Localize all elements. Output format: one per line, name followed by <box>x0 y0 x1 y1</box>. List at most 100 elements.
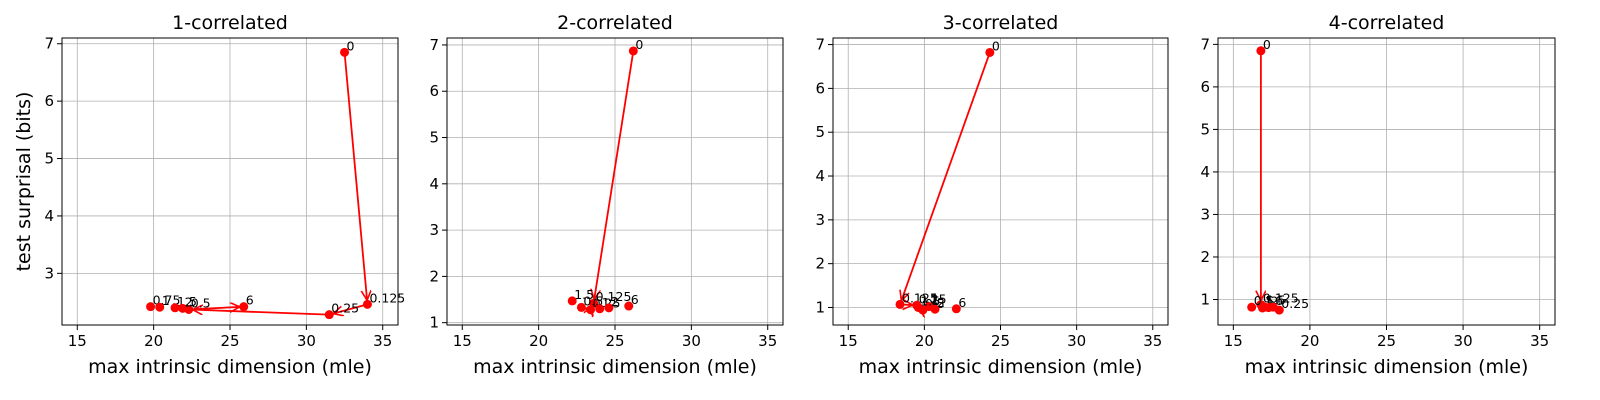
y-tick-label: 1 <box>815 298 825 316</box>
panel-4-title: 4-correlated <box>1329 12 1445 34</box>
data-point <box>604 303 614 313</box>
y-tick-label: 5 <box>1200 120 1210 138</box>
x-tick-label: 20 <box>529 332 548 350</box>
y-tick-label: 1 <box>1200 290 1210 308</box>
point-label: 2 <box>937 295 945 310</box>
panel-1-ylabel: test surprisal (bits) <box>13 92 35 272</box>
x-tick-label: 15 <box>453 332 472 350</box>
x-tick-label: 20 <box>1300 332 1319 350</box>
data-point <box>1256 46 1266 56</box>
data-point <box>628 46 638 56</box>
point-label: 1 <box>1264 294 1272 309</box>
data-point <box>340 47 350 57</box>
x-tick-label: 15 <box>1224 332 1243 350</box>
panel-4-grid <box>1218 38 1555 325</box>
data-point <box>170 303 180 313</box>
data-point <box>155 302 165 312</box>
y-tick-label: 5 <box>815 123 825 141</box>
x-tick-label: 20 <box>915 332 934 350</box>
data-point <box>576 302 586 312</box>
arrow <box>192 307 240 309</box>
data-point <box>362 299 372 309</box>
y-tick-label: 3 <box>44 264 54 282</box>
y-tick-label: 6 <box>429 82 439 100</box>
x-tick-label: 30 <box>297 332 316 350</box>
y-tick-label: 4 <box>815 167 825 185</box>
panel-2-title: 2-correlated <box>557 12 673 34</box>
plot-frame <box>1217 37 1556 326</box>
x-tick-label: 30 <box>1454 332 1473 350</box>
x-tick-label: 15 <box>839 332 858 350</box>
point-label: 1.5 <box>920 293 940 308</box>
data-point <box>239 302 249 312</box>
y-tick-label: 1 <box>429 314 439 332</box>
point-label: 0.125 <box>596 289 632 304</box>
point-label: 1.5 <box>574 287 594 302</box>
y-tick-label: 3 <box>1200 205 1210 223</box>
point-label: 2 <box>1271 294 1279 309</box>
point-label: 0 <box>992 38 1000 53</box>
point-label: 1 <box>162 293 170 308</box>
data-point <box>324 310 334 320</box>
panel-4-xlabel: max intrinsic dimension (mle) <box>1245 356 1529 378</box>
x-tick-label: 35 <box>373 332 392 350</box>
point-label: 0 <box>635 37 643 52</box>
x-tick-label: 25 <box>1377 332 1396 350</box>
point-label: 0.25 <box>1281 296 1309 311</box>
y-tick-label: 2 <box>429 267 439 285</box>
data-point <box>1247 302 1257 312</box>
arrow <box>333 304 364 313</box>
y-tick-label: 7 <box>815 36 825 54</box>
data-point <box>985 47 995 57</box>
plot-frame <box>832 37 1169 326</box>
x-tick-label: 25 <box>220 332 239 350</box>
x-tick-label: 25 <box>991 332 1010 350</box>
x-tick-label: 30 <box>1067 332 1086 350</box>
data-point <box>951 304 961 314</box>
y-tick-label: 4 <box>44 207 54 225</box>
data-point <box>178 303 188 313</box>
y-tick-label: 6 <box>1200 78 1210 96</box>
y-tick-label: 7 <box>44 35 54 53</box>
x-tick-label: 35 <box>758 332 777 350</box>
point-label: 0.125 <box>369 290 405 305</box>
point-label: 0.25 <box>919 291 947 306</box>
panel-2: 2-correlated max intrinsic dimension (ml… <box>429 12 784 378</box>
y-tick-label: 5 <box>44 150 54 168</box>
point-label: 0.125 <box>902 290 938 305</box>
data-point <box>586 305 596 315</box>
y-tick-label: 6 <box>815 79 825 97</box>
panel-3: 3-correlated max intrinsic dimension (ml… <box>815 12 1169 378</box>
y-tick-label: 3 <box>429 221 439 239</box>
y-tick-label: 4 <box>429 175 439 193</box>
x-tick-label: 20 <box>144 332 163 350</box>
point-label: 0 <box>347 38 355 53</box>
x-tick-label: 25 <box>605 332 624 350</box>
plot-frame <box>61 37 399 326</box>
x-tick-label: 35 <box>1143 332 1162 350</box>
arrow <box>344 56 367 300</box>
arrow <box>193 310 326 316</box>
data-point <box>913 302 923 312</box>
y-tick-label: 7 <box>1200 35 1210 53</box>
panel-1: 1-correlated max intrinsic dimension (ml… <box>13 12 405 378</box>
data-point <box>595 304 605 314</box>
data-point <box>624 301 634 311</box>
y-tick-label: 7 <box>429 36 439 54</box>
panel-3-xlabel: max intrinsic dimension (mle) <box>859 356 1143 378</box>
point-label: 0.25 <box>331 301 359 316</box>
data-point <box>567 296 577 306</box>
point-label: 0.125 <box>1263 291 1299 306</box>
panel-3-grid <box>833 38 1168 325</box>
point-label: 1 <box>931 293 939 308</box>
panel-4: 4-correlated max intrinsic dimension (ml… <box>1200 12 1556 378</box>
arrow <box>594 54 634 299</box>
panel-1-title: 1-correlated <box>172 12 288 34</box>
point-label: 6 <box>958 295 966 310</box>
panel-2-grid <box>447 38 783 325</box>
plot-frame <box>446 37 784 326</box>
point-label: 0.5 <box>191 296 211 311</box>
data-point <box>146 302 156 312</box>
panel-2-xlabel: max intrinsic dimension (mle) <box>473 356 757 378</box>
